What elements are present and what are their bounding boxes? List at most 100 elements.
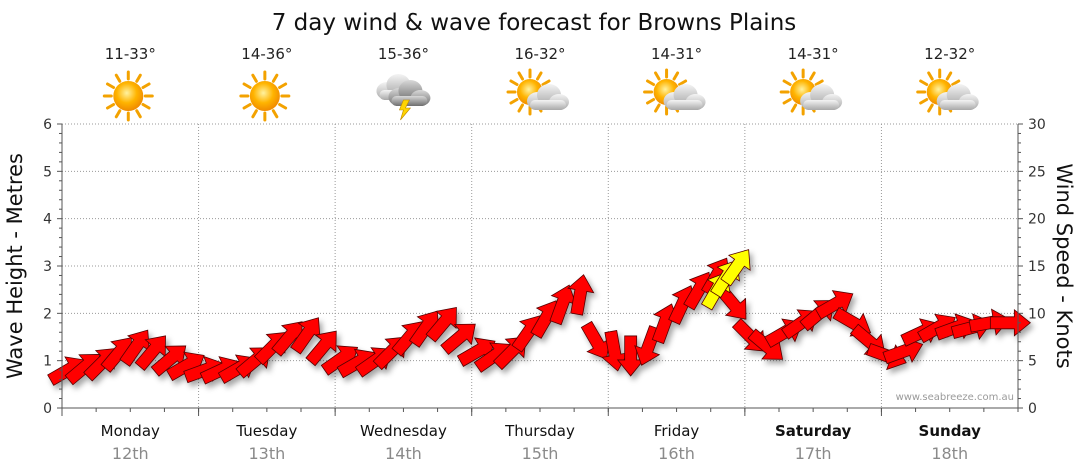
sun-ray — [114, 109, 122, 119]
left-tick-label: 4 — [43, 212, 52, 228]
day-name-label: Wednesday — [360, 422, 447, 440]
right-tick-label: 30 — [1028, 117, 1046, 133]
sun-ray — [141, 103, 151, 110]
sun-ray — [271, 109, 279, 119]
left-tick-label: 0 — [43, 401, 52, 417]
wind-arrow-shape — [150, 345, 187, 377]
right-tick-label: 10 — [1028, 306, 1046, 322]
temperature-label: 15-36° — [378, 45, 429, 63]
sun-ray — [509, 98, 519, 105]
sun-disc — [113, 81, 144, 111]
sun-ray — [278, 103, 288, 110]
cloud-base — [391, 96, 428, 106]
sun-ray — [135, 73, 142, 83]
temperature-label: 16-32° — [514, 45, 565, 63]
wind-arrow — [567, 274, 595, 316]
wind-arrow-shape — [814, 290, 854, 320]
partly-cloudy-icon — [916, 68, 979, 116]
sun-ray — [678, 79, 688, 86]
sun-ray — [278, 82, 288, 89]
temperature-label: 14-31° — [788, 45, 839, 63]
sun-ray — [809, 71, 816, 81]
wind-arrow — [290, 317, 321, 355]
sun-ray — [672, 71, 680, 81]
thunderstorm-icon — [376, 74, 431, 121]
sun-ray — [251, 73, 258, 83]
sun-ray — [141, 82, 151, 89]
day-date-label: 14th — [385, 444, 422, 463]
cloud-base — [803, 100, 840, 110]
day-name-label: Monday — [101, 422, 160, 440]
wind-arrow-shape — [616, 335, 645, 377]
wind-arrow — [425, 306, 457, 343]
sun-ray — [251, 109, 258, 119]
sun-ray — [654, 103, 661, 113]
sun-ray — [114, 73, 122, 83]
day-date-label: 12th — [112, 444, 149, 463]
left-axis-title: Wave Height - Metres — [3, 153, 27, 379]
cloud-base — [530, 100, 566, 110]
sunny-icon — [102, 70, 154, 122]
temperature-label: 14-36° — [241, 45, 292, 63]
chart-title: 7 day wind & wave forecast for Browns Pl… — [272, 10, 797, 36]
sun-ray — [782, 79, 792, 86]
sun-ray — [654, 71, 661, 81]
sun-ray — [517, 71, 524, 81]
wind-arrow — [150, 345, 187, 377]
day-date-label: 16th — [658, 444, 695, 463]
cloud-base — [666, 100, 703, 110]
wind-arrow-shape — [305, 330, 337, 367]
cloud-base — [939, 100, 976, 110]
wind-arrow-shape — [989, 308, 1031, 337]
left-tick-label: 3 — [43, 259, 52, 275]
wind-arrow-shape — [720, 249, 751, 287]
sun-disc — [249, 81, 280, 111]
weather-row: 11-33° 14-36° 15-36° 16-32° 14-31° 14-31° 12-3… — [102, 45, 979, 122]
day-date-label: 17th — [795, 444, 832, 463]
sun-ray — [106, 82, 116, 89]
sun-ray — [927, 71, 934, 81]
wind-arrow — [440, 323, 476, 356]
wind-arrow-shape — [567, 274, 595, 316]
sun-ray — [782, 98, 792, 105]
left-tick-label: 6 — [43, 117, 52, 133]
wind-arrow — [549, 284, 577, 326]
lightning-bolt — [398, 99, 412, 121]
sunny-icon — [239, 70, 291, 122]
right-tick-label: 15 — [1028, 259, 1046, 275]
wind-arrow — [720, 249, 751, 287]
sun-ray — [509, 79, 519, 86]
partly-cloudy-icon — [506, 68, 569, 116]
day-name-label: Tuesday — [235, 422, 297, 440]
left-tick-label: 2 — [43, 306, 52, 322]
day-name-label: Friday — [654, 422, 700, 440]
day-date-label: 13th — [248, 444, 285, 463]
left-tick-label: 1 — [43, 354, 52, 370]
day-labels: Monday 12th Tuesday 13th Wednesday 14th Thursd… — [61, 408, 1019, 463]
sun-ray — [919, 79, 929, 86]
left-tick-label: 5 — [43, 164, 52, 180]
day-name-label: Thursday — [504, 422, 575, 440]
sun-ray — [271, 73, 279, 83]
sun-ray — [135, 109, 142, 119]
wind-arrow-shape — [425, 306, 457, 343]
partly-cloudy-icon — [779, 68, 843, 116]
wind-arrow-shape — [580, 320, 611, 360]
wind-arrows — [47, 249, 1031, 386]
sun-ray — [517, 103, 524, 113]
day-name-label: Sunday — [919, 422, 982, 440]
right-tick-labels: 0 5 10 15 20 25 30 — [1018, 117, 1046, 417]
sun-ray — [919, 98, 929, 105]
sun-ray — [536, 71, 543, 81]
right-tick-label: 20 — [1028, 212, 1046, 228]
day-name-label: Saturday — [775, 422, 852, 440]
left-tick-labels: 0 1 2 3 4 5 6 — [43, 117, 62, 417]
right-axis-title: Wind Speed - Knots — [1052, 163, 1076, 368]
wind-arrow — [989, 308, 1031, 337]
watermark: www.seabreeze.com.au — [896, 392, 1014, 403]
sun-ray — [646, 79, 656, 86]
wind-arrow — [305, 330, 337, 367]
temperature-label: 14-31° — [651, 45, 702, 63]
right-tick-label: 5 — [1028, 354, 1037, 370]
